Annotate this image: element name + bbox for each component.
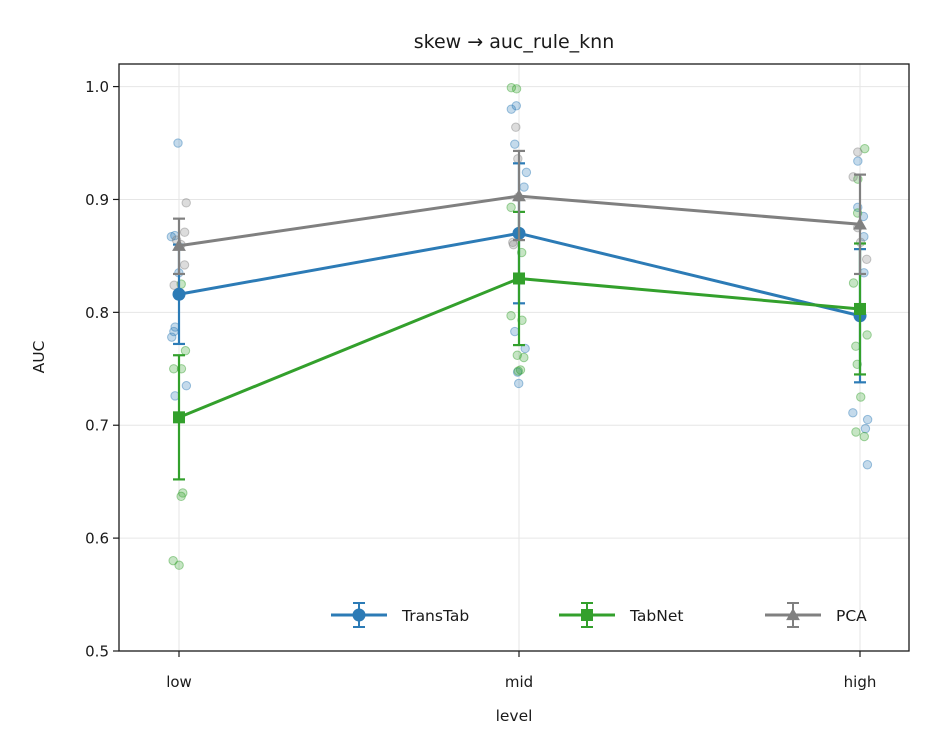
jitter-point bbox=[176, 491, 186, 502]
axes: 0.5 0.6 0.7 0.8 0.9 1.0 low mid high bbox=[85, 78, 876, 691]
jitter-point bbox=[521, 167, 532, 178]
jitter-point bbox=[851, 427, 861, 437]
legend: TransTab TabNet PCA bbox=[331, 602, 867, 628]
x-tick-label: mid bbox=[505, 673, 533, 691]
jitter-point bbox=[860, 423, 871, 434]
jitter-point bbox=[856, 392, 866, 402]
y-tick-label: 1.0 bbox=[85, 78, 109, 96]
jitter-point bbox=[511, 101, 521, 111]
data-marker bbox=[172, 287, 186, 301]
y-tick-label: 0.9 bbox=[85, 191, 109, 209]
jitter-point bbox=[179, 227, 190, 237]
plot-frame bbox=[118, 63, 910, 652]
jitter-point bbox=[506, 104, 517, 114]
x-tick-label: high bbox=[844, 673, 877, 691]
jitter-point bbox=[853, 147, 863, 157]
y-axis-label: AUC bbox=[30, 341, 48, 374]
legend-label: TabNet bbox=[629, 607, 683, 625]
x-tick-label: low bbox=[166, 673, 192, 691]
jitter-point bbox=[851, 341, 861, 351]
jitter-point bbox=[511, 122, 521, 132]
jitter-point bbox=[519, 352, 529, 363]
legend-label: PCA bbox=[836, 607, 867, 625]
jitter-point bbox=[169, 364, 179, 374]
data-marker bbox=[512, 189, 526, 202]
jitter-point bbox=[520, 343, 530, 354]
y-tick-label: 0.8 bbox=[85, 304, 109, 322]
jitter-point bbox=[506, 83, 517, 93]
jitter-point bbox=[862, 414, 873, 425]
series bbox=[172, 149, 867, 481]
legend-item-transtab: TransTab bbox=[331, 602, 469, 628]
jitter-point bbox=[515, 365, 526, 375]
data-marker bbox=[513, 272, 525, 285]
jitter-point bbox=[848, 408, 858, 418]
jitter-point bbox=[510, 139, 520, 149]
data-marker bbox=[786, 608, 800, 621]
jitter-point bbox=[506, 202, 516, 213]
series-pca bbox=[172, 149, 867, 276]
jitter-point bbox=[178, 488, 188, 498]
jitter-point bbox=[862, 460, 873, 470]
jitter-point bbox=[168, 555, 178, 566]
jitter-point bbox=[860, 143, 870, 154]
jitter-point bbox=[510, 326, 520, 337]
jitter-point bbox=[853, 156, 863, 166]
data-marker bbox=[172, 238, 186, 251]
jitter-point bbox=[180, 346, 191, 356]
legend-item-pca: PCA bbox=[765, 602, 867, 628]
data-marker bbox=[581, 609, 593, 621]
jitter-point bbox=[166, 232, 177, 242]
jitter-point bbox=[173, 138, 183, 148]
jitter-point bbox=[181, 198, 191, 208]
jitter-point bbox=[862, 330, 872, 340]
data-marker bbox=[854, 302, 866, 315]
jitter-point bbox=[167, 332, 177, 342]
data-marker bbox=[352, 608, 366, 622]
jitter-point bbox=[513, 154, 523, 164]
jitter-point bbox=[506, 311, 516, 321]
jitter-point bbox=[513, 366, 523, 376]
jitter-point bbox=[511, 84, 522, 94]
jitter-point bbox=[174, 560, 184, 570]
y-tick-label: 0.5 bbox=[85, 643, 109, 661]
jitter-point bbox=[181, 381, 192, 391]
jitter-point bbox=[848, 278, 859, 288]
jitter-point bbox=[179, 260, 190, 270]
chart-title: skew → auc_rule_knn bbox=[414, 31, 615, 53]
data-marker bbox=[853, 217, 867, 230]
jitter-point bbox=[508, 239, 519, 250]
data-marker bbox=[173, 411, 185, 424]
x-axis-label: level bbox=[496, 707, 533, 725]
y-tick-label: 0.6 bbox=[85, 530, 109, 548]
jitter-point bbox=[514, 378, 524, 389]
legend-label: TransTab bbox=[401, 607, 469, 625]
jitter-point bbox=[861, 254, 872, 264]
jitter-point bbox=[512, 350, 522, 360]
jitter-point bbox=[512, 367, 523, 377]
y-tick-label: 0.7 bbox=[85, 417, 109, 435]
jitter-point bbox=[519, 182, 529, 192]
jitter-point bbox=[859, 431, 869, 442]
legend-item-tabnet: TabNet bbox=[559, 602, 683, 628]
